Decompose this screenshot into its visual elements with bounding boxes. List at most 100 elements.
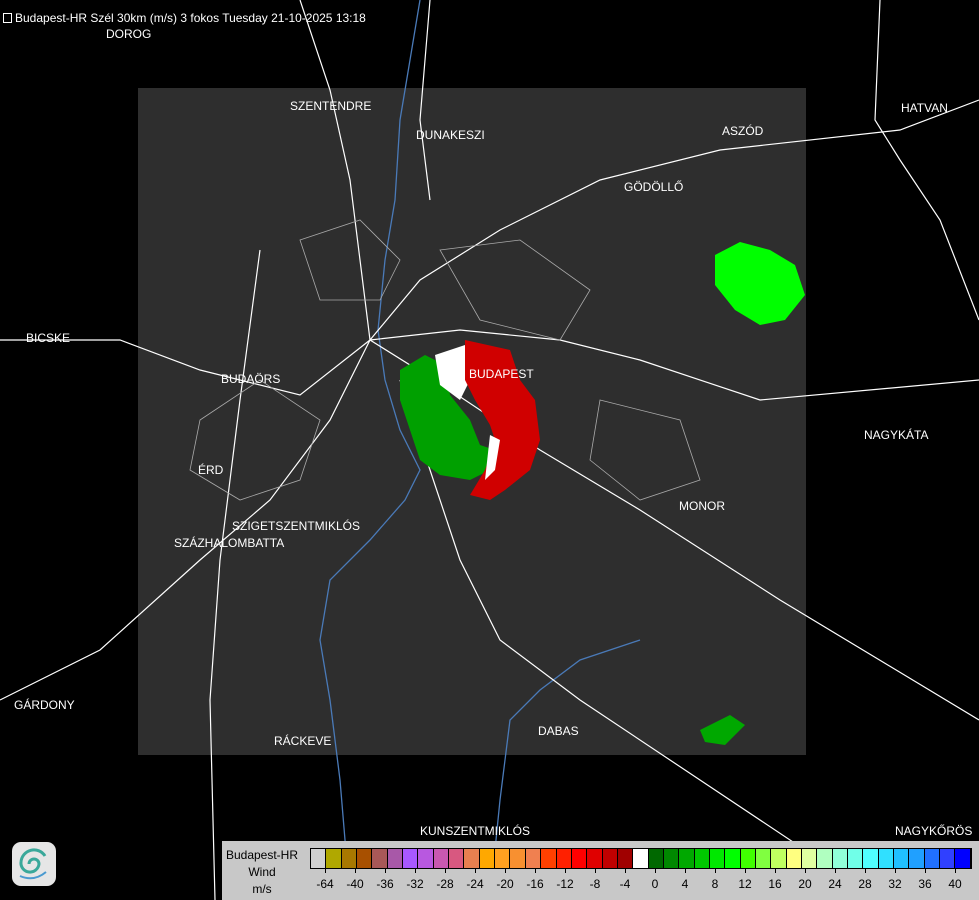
- legend-tick-mark: [685, 868, 686, 873]
- legend-swatch: [909, 849, 925, 868]
- city-label: ÉRD: [198, 463, 224, 477]
- legend-swatch: [755, 849, 772, 868]
- legend-swatch: [894, 849, 910, 868]
- district-borders: [189, 219, 701, 501]
- legend-tick-mark: [655, 868, 656, 873]
- legend-label: Budapest-HR Wind m/s: [224, 847, 300, 898]
- legend-tick-label: -64: [316, 877, 334, 891]
- legend-swatch: [740, 849, 756, 868]
- legend-swatch: [372, 849, 388, 868]
- legend-tick-label: 0: [651, 877, 659, 891]
- legend-swatch: [694, 849, 710, 868]
- city-label: BICSKE: [26, 331, 71, 345]
- swirl-logo-icon: [19, 848, 47, 880]
- legend-swatch: [418, 849, 434, 868]
- echo-approaching-west: [400, 355, 495, 480]
- legend-swatch: [709, 849, 726, 868]
- color-legend: Budapest-HR Wind m/s -64 -40 -36 -32 -28 -24-…: [222, 841, 979, 900]
- legend-tick-label: -12: [556, 877, 574, 891]
- legend-swatch: [541, 849, 557, 868]
- city-label: SZIGETSZENTMIKLÓS: [232, 519, 361, 533]
- legend-tick-label: -24: [466, 877, 484, 891]
- city-label: GÖDÖLLŐ: [624, 180, 684, 194]
- legend-tick-label: 16: [768, 877, 782, 891]
- app-logo: [12, 842, 56, 886]
- legend-tick-mark: [325, 868, 326, 873]
- legend-swatch: [449, 849, 465, 868]
- rivers: [319, 0, 641, 900]
- title-text: Budapest-HR Szél 30km (m/s) 3 fokos Tues…: [15, 11, 366, 25]
- radar-coverage-area: [138, 88, 806, 755]
- legend-swatch: [832, 849, 849, 868]
- echo-approaching-southeast: [700, 715, 745, 745]
- legend-tick-label: 4: [681, 877, 689, 891]
- city-label: RÁCKEVE: [274, 734, 332, 748]
- legend-swatch: [479, 849, 496, 868]
- legend-swatch: [786, 849, 802, 868]
- echo-receding: [465, 340, 540, 500]
- color-bar: [310, 848, 972, 869]
- legend-tick-mark: [835, 868, 836, 873]
- legend-tick-mark: [925, 868, 926, 873]
- city-label: NAGYKÁTA: [864, 428, 929, 442]
- echo-zero: [435, 345, 470, 400]
- city-label: NAGYKŐRÖS: [895, 824, 973, 838]
- legend-swatch: [510, 849, 526, 868]
- map-title: Budapest-HR Szél 30km (m/s) 3 fokos Tues…: [3, 11, 366, 25]
- legend-radar: Budapest-HR: [225, 848, 299, 862]
- menu-icon[interactable]: [3, 13, 12, 23]
- city-label: SZÁZHALOMBATTA: [174, 536, 285, 550]
- legend-swatch: [326, 849, 342, 868]
- legend-tick-label: 20: [798, 877, 812, 891]
- legend-tick-mark: [895, 868, 896, 873]
- legend-tick-label: -20: [496, 877, 514, 891]
- legend-swatch: [357, 849, 373, 868]
- city-label: DOROG: [106, 27, 152, 41]
- city-label: HATVAN: [901, 101, 948, 115]
- legend-swatch: [433, 849, 450, 868]
- legend-tick-label: -4: [619, 877, 631, 891]
- legend-tick-label: 32: [888, 877, 902, 891]
- legend-tick-mark: [565, 868, 566, 873]
- legend-tick-label: 40: [948, 877, 962, 891]
- legend-tick-mark: [865, 868, 866, 873]
- legend-swatch: [663, 849, 680, 868]
- legend-swatch: [725, 849, 741, 868]
- legend-tick-mark: [775, 868, 776, 873]
- legend-swatch: [817, 849, 833, 868]
- legend-tick-mark: [805, 868, 806, 873]
- radar-echoes: [400, 242, 805, 745]
- legend-tick-mark: [745, 868, 746, 873]
- legend-tick-label: -8: [589, 877, 601, 891]
- legend-product: Wind: [248, 865, 276, 879]
- legend-swatch: [848, 849, 864, 868]
- legend-swatch: [571, 849, 588, 868]
- legend-tick-label: -16: [526, 877, 544, 891]
- echo-zero-2: [485, 435, 500, 480]
- legend-tick-mark: [505, 868, 506, 873]
- legend-tick-mark: [625, 868, 626, 873]
- legend-tick-mark: [355, 868, 356, 873]
- legend-tick-mark: [415, 868, 416, 873]
- legend-tick-label: 8: [711, 877, 719, 891]
- legend-swatch: [955, 849, 971, 868]
- legend-tick-mark: [475, 868, 476, 873]
- legend-swatch: [940, 849, 956, 868]
- legend-tick-mark: [595, 868, 596, 873]
- city-label: DABAS: [538, 724, 579, 738]
- legend-tick-label: -40: [346, 877, 364, 891]
- city-label: SZENTENDRE: [290, 99, 372, 113]
- legend-tick-label: 36: [918, 877, 932, 891]
- legend-swatch: [648, 849, 664, 868]
- legend-swatch: [525, 849, 542, 868]
- city-label: ASZÓD: [722, 124, 764, 138]
- city-label: GÁRDONY: [14, 698, 75, 712]
- legend-tick-label: 28: [858, 877, 872, 891]
- legend-swatch: [602, 849, 618, 868]
- legend-swatch: [464, 849, 480, 868]
- legend-tick-mark: [445, 868, 446, 873]
- legend-swatch: [771, 849, 787, 868]
- legend-swatch: [556, 849, 572, 868]
- city-label: BUDAÖRS: [221, 372, 281, 386]
